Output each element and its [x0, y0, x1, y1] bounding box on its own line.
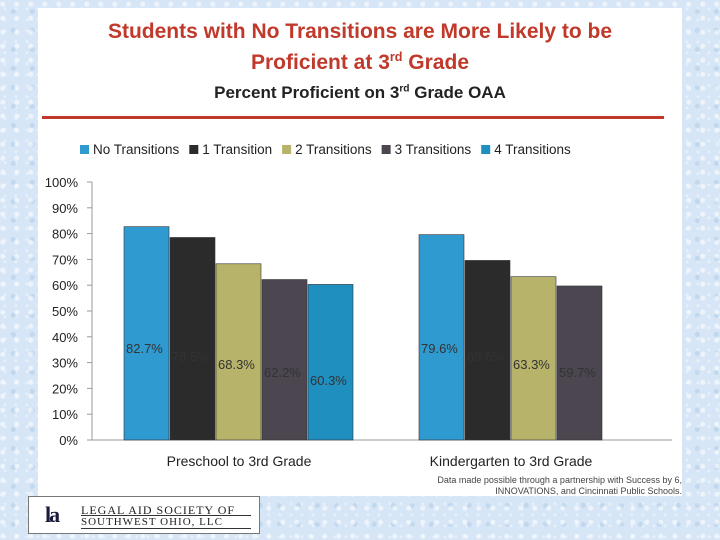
- data-label: 68.3%: [218, 357, 255, 372]
- title-line2-end: Grade: [402, 51, 469, 74]
- legend-label: 1 Transition: [202, 142, 272, 157]
- legend-swatch: [282, 145, 292, 154]
- data-label: 69.6%: [467, 349, 504, 364]
- logo-divider: [81, 528, 251, 529]
- bar: [307, 284, 354, 441]
- data-label: 60.3%: [310, 373, 347, 388]
- chart-title-line1: Students with No Transitions are More Li…: [107, 20, 613, 43]
- bar: [215, 263, 262, 441]
- legal-aid-logo: la LEGAL AID SOCIETY OF SOUTHWEST OHIO, …: [28, 496, 260, 534]
- legend-swatch: [481, 145, 491, 154]
- bar: [169, 237, 216, 441]
- logo-text-line2: SOUTHWEST OHIO, LLC: [81, 516, 223, 528]
- y-tick-label: 0%: [59, 433, 78, 448]
- legend-swatch: [80, 145, 89, 154]
- data-label: 82.7%: [126, 341, 163, 356]
- subtitle-main: Percent Proficient on 3: [214, 83, 400, 102]
- logo-mark-icon: la: [45, 502, 60, 527]
- data-label: 63.3%: [513, 357, 550, 372]
- bar-chart: 0% 10% 20% 30% 40% 50% 60% 70% 80% 90% 100% No Tran…: [45, 142, 672, 469]
- slide: Students with No Transitions are More Li…: [38, 8, 682, 496]
- category-label: Preschool to 3rd Grade: [167, 453, 312, 469]
- data-label: 78.5%: [172, 349, 209, 364]
- subtitle-end: Grade OAA: [409, 83, 506, 102]
- title-divider: [42, 116, 664, 119]
- data-label: 79.6%: [421, 341, 458, 356]
- y-tick-label: 10%: [52, 407, 78, 422]
- data-label: 59.7%: [559, 365, 596, 380]
- legend-label: 4 Transitions: [494, 142, 571, 157]
- bar: [123, 226, 170, 441]
- legend-swatch: [189, 145, 199, 154]
- y-tick-label: 70%: [52, 252, 78, 267]
- category-label: Kindergarten to 3rd Grade: [430, 453, 593, 469]
- y-tick-label: 50%: [52, 304, 78, 319]
- chart-title-line2: Proficient at 3rd Grade: [38, 50, 682, 75]
- y-tick-label: 30%: [52, 356, 78, 371]
- footnote: Data made possible through a partnership…: [437, 475, 682, 496]
- title-line2-sup: rd: [389, 50, 403, 64]
- y-tick-label: 80%: [52, 227, 78, 242]
- y-tick-label: 60%: [52, 278, 78, 293]
- logo-text-line1: LEGAL AID SOCIETY OF: [81, 503, 236, 517]
- bar: [418, 234, 465, 441]
- legend-label: 2 Transitions: [295, 142, 372, 157]
- legend-swatch: [381, 145, 391, 154]
- y-tick-label: 90%: [52, 201, 78, 216]
- legend-label: 3 Transitions: [395, 142, 472, 157]
- data-label: 62.2%: [264, 365, 301, 380]
- logo-divider: [81, 515, 251, 516]
- bar: [464, 260, 511, 441]
- bar: [510, 276, 557, 441]
- y-tick-label: 40%: [52, 330, 78, 345]
- subtitle-sup: rd: [399, 83, 410, 95]
- bar: [261, 279, 308, 441]
- y-tick-label: 100%: [45, 175, 79, 190]
- bar: [556, 285, 603, 441]
- y-tick-label: 20%: [52, 381, 78, 396]
- title-line2-main: Proficient at 3: [251, 51, 390, 74]
- chart-subtitle: Percent Proficient on 3rd Grade OAA: [38, 83, 682, 103]
- legend-label: No Transitions: [93, 142, 180, 157]
